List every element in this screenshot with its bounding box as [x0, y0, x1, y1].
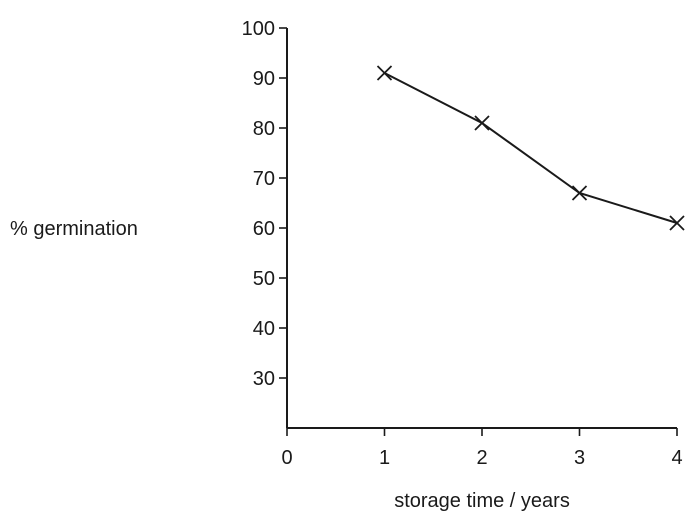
x-tick-label: 0 [281, 447, 292, 469]
y-tick-label: 40 [253, 318, 275, 340]
y-tick-label: 60 [253, 218, 275, 240]
x-tick-label: 2 [476, 447, 487, 469]
x-tick-label: 1 [379, 447, 390, 469]
y-tick-label: 30 [253, 368, 275, 390]
data-point-marker [376, 65, 393, 81]
y-tick-label: 100 [242, 18, 275, 40]
data-point [474, 115, 490, 131]
series-line [384, 72, 678, 224]
x-axis-label: storage time / years [394, 490, 570, 512]
y-axis-label: % germination [10, 218, 138, 240]
data-point [571, 185, 588, 201]
y-tick-label: 70 [253, 168, 275, 190]
y-tick-label: 80 [253, 118, 275, 140]
data-point [376, 65, 393, 81]
data-point-marker [669, 215, 685, 231]
y-ticks: 30 40 50 60 70 80 90 100 [242, 18, 287, 390]
y-tick-label: 90 [253, 68, 275, 90]
x-tick-label: 3 [574, 447, 585, 469]
data-point-marker [571, 185, 588, 201]
y-tick-label: 50 [253, 268, 275, 290]
data-point-marker [474, 115, 490, 131]
x-tick-label: 4 [671, 447, 682, 469]
x-ticks: 0 1 2 3 4 [281, 428, 683, 469]
data-point [669, 215, 685, 231]
series-group [376, 65, 685, 231]
